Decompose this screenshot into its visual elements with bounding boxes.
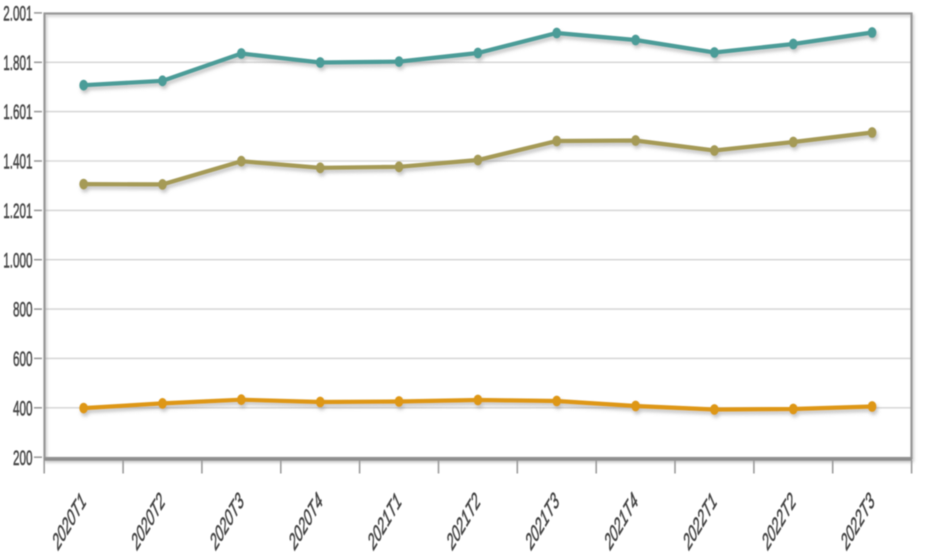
svg-text:800: 800 bbox=[13, 298, 33, 321]
svg-text:1.201: 1.201 bbox=[3, 200, 32, 223]
svg-text:400: 400 bbox=[13, 397, 33, 420]
svg-text:2.001: 2.001 bbox=[3, 2, 32, 25]
svg-text:2020T2: 2020T2 bbox=[128, 488, 168, 556]
svg-text:1.401: 1.401 bbox=[3, 150, 32, 173]
svg-text:1.601: 1.601 bbox=[3, 101, 32, 124]
svg-text:2020T1: 2020T1 bbox=[49, 488, 89, 556]
svg-text:2021T2: 2021T2 bbox=[443, 488, 483, 556]
svg-text:2022T3: 2022T3 bbox=[837, 488, 877, 556]
svg-text:2021T1: 2021T1 bbox=[364, 488, 404, 556]
svg-text:200: 200 bbox=[13, 446, 33, 469]
svg-text:1.801: 1.801 bbox=[3, 51, 32, 74]
svg-text:600: 600 bbox=[13, 348, 33, 371]
svg-text:2022T1: 2022T1 bbox=[680, 488, 720, 556]
svg-text:2021T4: 2021T4 bbox=[601, 488, 641, 556]
svg-text:2022T2: 2022T2 bbox=[758, 488, 798, 556]
svg-text:1.000: 1.000 bbox=[3, 249, 32, 272]
svg-text:2020T4: 2020T4 bbox=[285, 488, 325, 556]
svg-text:2021T3: 2021T3 bbox=[522, 488, 562, 556]
svg-text:2020T3: 2020T3 bbox=[206, 488, 246, 556]
